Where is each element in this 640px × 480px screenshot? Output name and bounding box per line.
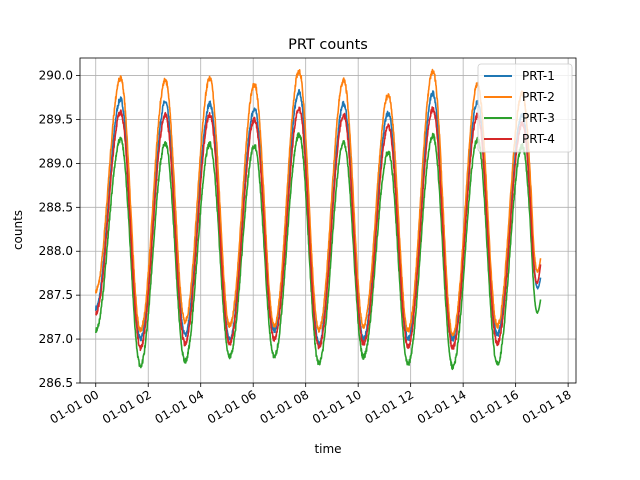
series-group (94, 68, 542, 371)
legend-entry: PRT-3 (522, 111, 555, 125)
plot-frame (79, 57, 577, 384)
series-line-prt-2 (94, 68, 542, 337)
y-axis-label: counts (11, 210, 25, 250)
y-tick-label: 286.5 (39, 376, 73, 390)
series-line-prt-3 (94, 132, 542, 371)
legend-entry: PRT-4 (522, 132, 555, 146)
legend-entry: PRT-1 (522, 69, 555, 83)
y-tick-label: 288.0 (39, 244, 73, 258)
y-tick-label: 287.5 (39, 288, 73, 302)
legend-box (477, 63, 573, 153)
legend-entry: PRT-2 (522, 90, 555, 104)
y-tick-label: 288.5 (39, 200, 73, 214)
y-tick-label: 289.5 (39, 112, 73, 126)
y-tick-label: 287.0 (39, 332, 73, 346)
y-tick-label: 289.0 (39, 156, 73, 170)
y-axis-ticks: 286.5 287.0 287.5 288.0 288.5 289.0 289.5 290.0 (39, 69, 80, 390)
legend: PRT-1 PRT-2 PRT-3 PRT-4 (477, 63, 573, 153)
y-tick-label: 290.0 (39, 69, 73, 83)
x-axis-label: time (314, 442, 341, 456)
series-line-prt-4 (95, 106, 542, 352)
chart-title: PRT counts (288, 37, 368, 53)
